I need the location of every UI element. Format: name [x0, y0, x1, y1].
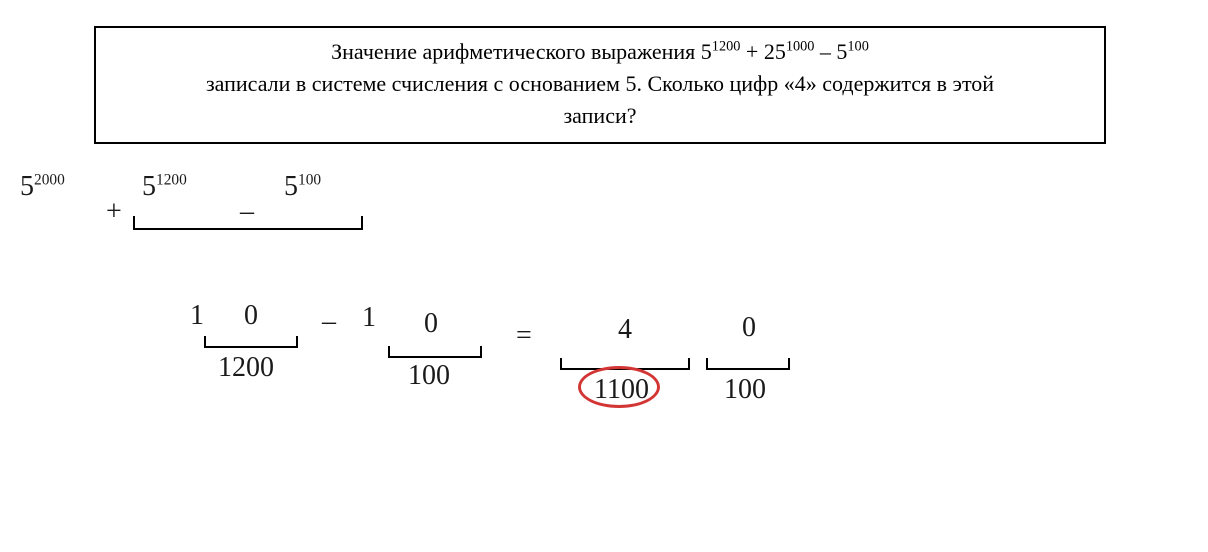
problem-expr: 51200 + 251000 – 5100: [701, 39, 869, 64]
problem-line-1: Значение арифметического выражения 51200…: [106, 36, 1094, 68]
hand-plus: +: [106, 196, 122, 228]
step-b1-label: 1200: [218, 352, 274, 384]
hand-t3-base: 5: [284, 171, 298, 202]
step-b4-zero: 0: [742, 312, 756, 344]
expr-base-3: 5: [836, 39, 847, 64]
step-bracket-4: [706, 340, 790, 370]
hand-term-3: 5100: [284, 171, 321, 203]
problem-box: Значение арифметического выражения 51200…: [94, 26, 1106, 144]
step-minus: –: [322, 306, 336, 338]
hand-t2-exp: 1200: [156, 172, 187, 189]
hand-t1-base: 5: [20, 171, 34, 202]
problem-line-3: записи?: [106, 100, 1094, 132]
step-b1-zero: 0: [244, 300, 258, 332]
step-b1-leading-one: 1: [190, 300, 204, 332]
step-b4-label: 100: [724, 374, 766, 406]
step-b2-leading-one: 1: [362, 302, 376, 334]
hand-t3-exp: 100: [298, 172, 321, 189]
hand-term-2: 51200: [142, 171, 187, 203]
expr-base-2: 25: [764, 39, 786, 64]
step-b2-zero: 0: [424, 308, 438, 340]
expr-base-1: 5: [701, 39, 712, 64]
hand-term-1: 52000: [20, 171, 65, 203]
expr-exp-1: 1200: [712, 39, 741, 55]
hand-t1-exp: 2000: [34, 172, 65, 189]
expr-exp-2: 1000: [786, 39, 815, 55]
hand-t2-base: 5: [142, 171, 156, 202]
problem-line-2: записали в системе счисления с основание…: [106, 68, 1094, 100]
expr-op-2: –: [820, 39, 837, 64]
expr-op-1: +: [746, 39, 764, 64]
hand-minus: –: [240, 196, 254, 228]
step-equals: =: [516, 320, 532, 352]
problem-line1-pre: Значение арифметического выражения: [331, 39, 701, 64]
expr-exp-3: 100: [847, 39, 868, 55]
step-b3-four: 4: [618, 314, 632, 346]
step-b3-label: 1100: [594, 374, 649, 406]
step-b2-label: 100: [408, 360, 450, 392]
